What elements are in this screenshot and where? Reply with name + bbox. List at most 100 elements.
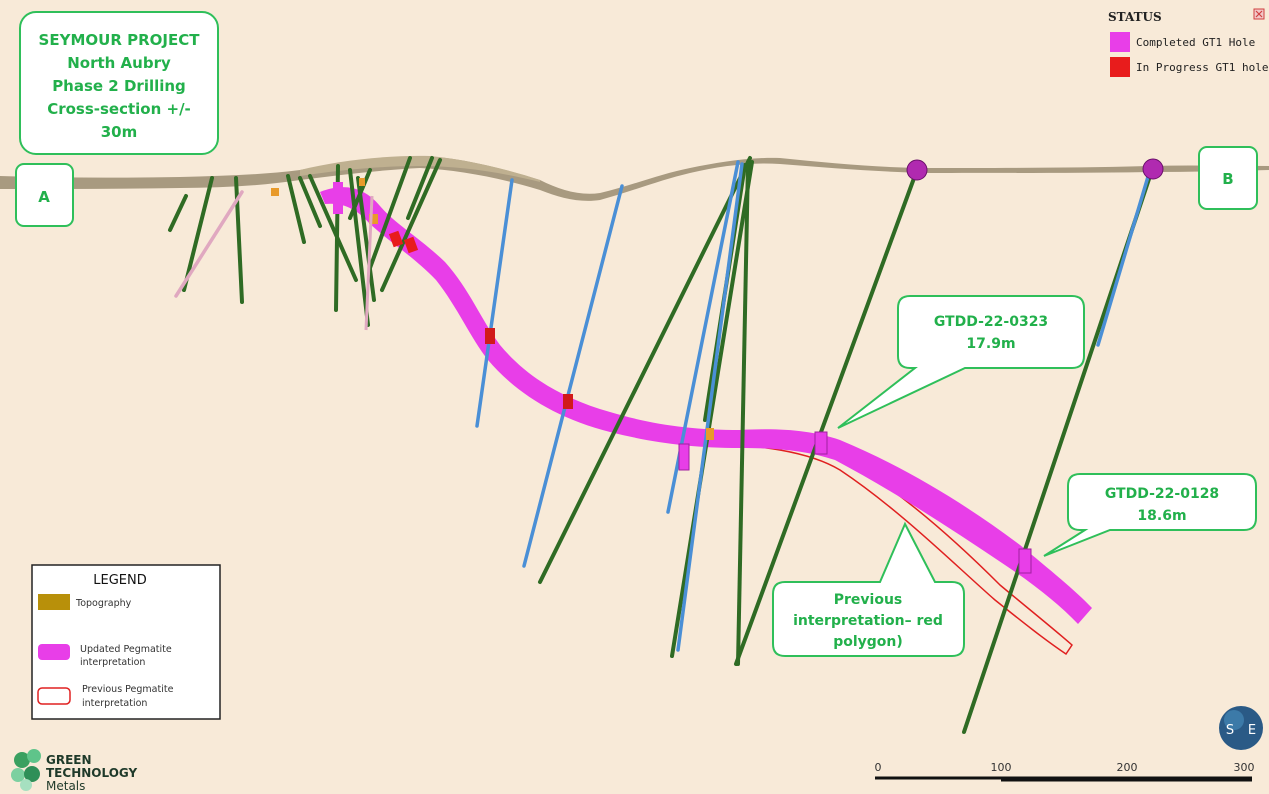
completed-intercept <box>678 443 690 471</box>
legend-label-updated-1: Updated Pegmatite <box>80 644 172 655</box>
status-label-in-progress: In Progress GT1 hole <box>1136 61 1268 74</box>
drill-hole <box>286 174 306 244</box>
title-line-3: Phase 2 Drilling <box>52 77 186 95</box>
intercept-marker <box>333 182 343 214</box>
compass-highlight <box>1224 710 1244 730</box>
logo-leaf-icon <box>11 768 25 782</box>
drill-hole <box>348 168 372 220</box>
drill-hole <box>368 156 412 270</box>
legend-label-topography: Topography <box>75 598 132 609</box>
intercept-marker <box>369 214 378 224</box>
intercept-marker <box>271 188 279 196</box>
legend-swatch-previous <box>37 687 71 705</box>
drill-hole <box>174 190 244 298</box>
in-progress-intercept <box>388 230 404 248</box>
callout-previous-frame <box>772 521 965 657</box>
drill-hole <box>522 184 624 568</box>
callout-gtdd-22-0128-line-2: 18.6m <box>1137 508 1186 524</box>
drill-hole <box>676 162 744 652</box>
collar-sphere <box>1142 158 1164 180</box>
logo-leaf-icon <box>20 779 32 791</box>
scale-tick-100: 100 <box>991 761 1012 774</box>
title-line-1: SEYMOUR PROJECT <box>39 31 201 49</box>
completed-intercept <box>1018 548 1032 574</box>
drill-hole <box>308 174 358 282</box>
callout-gtdd-22-0323: GTDD-22-0323 17.9m <box>837 295 1085 429</box>
section-marker-a-label: A <box>38 188 50 206</box>
collar-sphere <box>906 159 928 181</box>
compass-label-left: S <box>1226 723 1234 738</box>
compass-widget[interactable]: S E <box>1219 706 1263 750</box>
callout-gtdd-22-0323-frame <box>837 295 1085 429</box>
title-box: SEYMOUR PROJECT North Aubry Phase 2 Dril… <box>19 11 219 155</box>
callout-gtdd-22-0128-line-1: GTDD-22-0128 <box>1105 486 1219 502</box>
drill-hole <box>538 156 752 584</box>
legend-frame <box>31 564 221 720</box>
logo-leaf-icon <box>14 752 30 768</box>
shallow-intercepts <box>271 178 378 331</box>
drill-hole <box>380 158 442 292</box>
drill-hole <box>348 168 370 327</box>
drill-hole <box>182 176 214 292</box>
drill-hole <box>734 168 919 666</box>
in-progress-intercept <box>706 428 714 440</box>
logo-line-2: TECHNOLOGY <box>46 766 137 780</box>
in-progress-intercept <box>563 394 573 409</box>
status-close-x <box>1255 10 1263 18</box>
callout-previous-line-2: interpretation– red <box>793 613 943 629</box>
legend-label-updated-2: interpretation <box>80 657 145 668</box>
section-marker-b-frame <box>1198 146 1258 210</box>
legend-title: LEGEND <box>93 573 146 588</box>
callout-previous-line-1: Previous <box>834 592 903 608</box>
logo-line-1: GREEN <box>46 753 92 767</box>
title-box-frame <box>19 11 219 155</box>
drill-hole <box>475 178 514 428</box>
legend-swatch-topography <box>38 594 70 610</box>
callout-previous-line-3: polygon) <box>833 634 903 650</box>
band-intercepts <box>388 230 1032 574</box>
title-line-5: 30m <box>101 123 138 141</box>
title-line-4: Cross-section +/- <box>47 100 191 118</box>
status-swatch-in-progress <box>1110 57 1130 77</box>
legend-box: LEGEND Topography Updated Pegmatite inte… <box>31 564 221 720</box>
drill-hole <box>168 194 188 232</box>
drill-hole <box>356 176 376 302</box>
callout-gtdd-22-0128-frame <box>1043 473 1257 557</box>
legend-label-previous-1: Previous Pegmatite <box>82 684 174 695</box>
title-line-2: North Aubry <box>67 54 171 72</box>
section-marker-a-frame <box>15 163 74 227</box>
updated-pegmatite-band <box>320 187 1092 624</box>
callout-previous-interpretation: Previous interpretation– red polygon) <box>772 521 965 657</box>
drill-hole <box>298 176 322 228</box>
scale-tick-200: 200 <box>1117 761 1138 774</box>
status-heading: STATUS <box>1108 10 1162 24</box>
logo-leaf-icon <box>24 766 40 782</box>
scale-tick-0: 0 <box>875 761 882 774</box>
intercept-marker <box>359 178 365 186</box>
scale-bar: 0 100 200 300 <box>875 761 1255 782</box>
legend-swatch-updated <box>38 644 70 660</box>
in-progress-intercept <box>403 236 419 254</box>
logo-line-3: Metals <box>46 779 85 793</box>
compass-label-right: E <box>1248 723 1256 738</box>
section-marker-a: A <box>15 163 74 227</box>
status-panel: STATUS Completed GT1 Hole In Progress GT… <box>1108 8 1268 77</box>
status-swatch-completed <box>1110 32 1130 52</box>
section-marker-b-label: B <box>1222 170 1233 188</box>
completed-intercept <box>814 431 828 455</box>
callout-gtdd-22-0128: GTDD-22-0128 18.6m <box>1043 473 1257 557</box>
logo-leaf-icon <box>27 749 41 763</box>
in-progress-intercept <box>485 328 495 344</box>
status-label-completed: Completed GT1 Hole <box>1136 36 1255 49</box>
drill-hole <box>1096 168 1152 347</box>
section-marker-b: B <box>1198 146 1258 210</box>
drill-hole <box>406 156 434 220</box>
scale-tick-300: 300 <box>1234 761 1255 774</box>
callout-gtdd-22-0323-line-2: 17.9m <box>966 336 1015 352</box>
drill-hole <box>736 160 750 666</box>
callout-gtdd-22-0323-line-1: GTDD-22-0323 <box>934 314 1048 330</box>
drill-hole <box>364 195 374 331</box>
drill-hole <box>670 160 754 658</box>
legend-label-previous-2: interpretation <box>82 698 147 709</box>
